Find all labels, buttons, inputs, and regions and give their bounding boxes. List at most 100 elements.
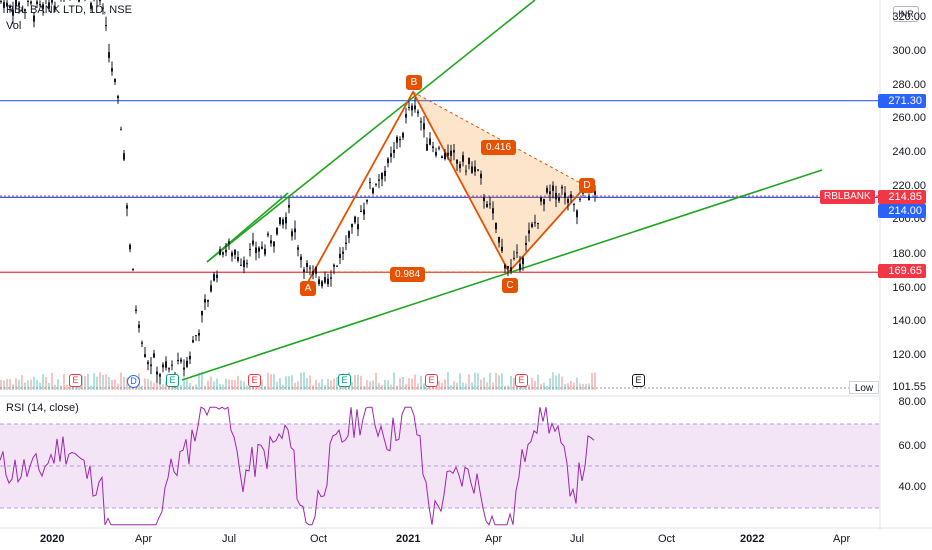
ratio-label-ac[interactable]: 0.984 <box>390 267 426 282</box>
volume-bar <box>372 380 374 390</box>
candle-body <box>303 269 305 272</box>
candle-body <box>111 68 113 72</box>
volume-bar <box>291 375 293 390</box>
candle-body <box>246 263 248 265</box>
price-axis-tick: 220.00 <box>892 180 926 192</box>
candle-body <box>318 279 320 285</box>
pattern-point-c[interactable]: C <box>502 278 518 293</box>
volume-bar <box>573 382 575 390</box>
volume-bar <box>63 373 65 390</box>
candle-body <box>405 114 407 118</box>
volume-bar <box>513 377 515 390</box>
earnings-event-icon[interactable]: E <box>338 374 351 387</box>
volume-bar <box>306 378 308 390</box>
volume-bar <box>231 379 233 390</box>
volume-bar <box>351 382 353 390</box>
volume-indicator-label[interactable]: Vol <box>6 20 22 32</box>
candle-body <box>234 249 236 255</box>
volume-bar <box>162 384 164 390</box>
volume-bar <box>393 372 395 390</box>
pattern-point-b[interactable]: B <box>406 75 422 90</box>
volume-bar <box>468 374 470 390</box>
volume-bar <box>534 380 536 390</box>
ratio-label-bc[interactable]: 0.416 <box>481 140 517 155</box>
volume-bar <box>96 376 98 390</box>
volume-bar <box>108 376 110 390</box>
volume-bar <box>591 372 593 390</box>
candle-body <box>564 192 566 198</box>
volume-bar <box>45 377 47 390</box>
candle-body <box>393 149 395 153</box>
volume-bar <box>273 373 275 390</box>
volume-bar <box>93 373 95 390</box>
rsi-band <box>0 424 880 508</box>
candle-body <box>342 251 344 254</box>
candle-body <box>9 5 11 8</box>
candle-body <box>351 223 353 228</box>
volume-bar <box>105 374 107 390</box>
time-axis-tick: 2021 <box>396 533 421 545</box>
candle-body <box>138 324 140 328</box>
volume-bar <box>363 385 365 390</box>
price-axis-tick: 120.00 <box>892 349 926 361</box>
candle-body <box>141 342 143 344</box>
currency-badge[interactable]: INR <box>893 6 919 22</box>
upper-trendline <box>206 0 536 263</box>
volume-bar <box>240 380 242 390</box>
volume-bar <box>531 377 533 390</box>
volume-bar <box>489 372 491 390</box>
candle-body <box>105 24 107 26</box>
earnings-event-icon[interactable]: E <box>515 374 528 387</box>
volume-bar <box>561 376 563 390</box>
candle-body <box>561 186 563 189</box>
dividend-event-icon[interactable]: D <box>127 375 140 388</box>
candle-body <box>231 252 233 257</box>
candle-body <box>333 264 335 267</box>
candle-body <box>531 223 533 228</box>
candle-body <box>477 169 479 171</box>
candle-body <box>510 267 512 272</box>
earnings-event-icon[interactable]: E <box>248 374 261 387</box>
candle-body <box>363 209 365 215</box>
candle-body <box>567 198 569 203</box>
volume-bar <box>396 385 398 390</box>
candle-body <box>126 205 128 209</box>
volume-bar <box>15 378 17 390</box>
volume-bar <box>114 379 116 390</box>
candle-body <box>15 0 17 6</box>
pattern-point-d[interactable]: D <box>579 178 595 193</box>
earnings-event-icon[interactable]: E <box>166 374 179 387</box>
candle-body <box>279 217 281 224</box>
volume-bar <box>417 383 419 390</box>
volume-bar <box>24 382 26 390</box>
volume-bar <box>33 376 35 390</box>
volume-bar <box>144 378 146 390</box>
candle-body <box>207 300 209 302</box>
volume-bar <box>3 380 5 390</box>
pattern-point-a[interactable]: A <box>300 281 316 296</box>
volume-bar <box>387 380 389 390</box>
time-axis-tick: Jul <box>570 533 585 545</box>
candle-body <box>396 136 398 143</box>
upcoming-earnings-event-icon[interactable]: E <box>632 374 645 387</box>
rsi-line <box>0 406 595 526</box>
candle-body <box>222 252 224 255</box>
earnings-event-icon[interactable]: E <box>69 374 82 387</box>
candle-body <box>552 185 554 191</box>
candle-body <box>177 359 179 361</box>
symbol-title[interactable]: RBL BANK LTD, 1D, NSE <box>6 4 132 16</box>
candle-body <box>348 231 350 238</box>
volume-bar <box>135 385 137 390</box>
volume-bar <box>276 381 278 390</box>
volume-bar <box>312 385 314 390</box>
volume-bar <box>81 375 83 390</box>
rsi-indicator-label[interactable]: RSI (14, close) <box>6 402 79 414</box>
candle-body <box>282 219 284 225</box>
earnings-event-icon[interactable]: E <box>425 374 438 387</box>
volume-bar <box>9 379 11 390</box>
volume-bar <box>279 378 281 390</box>
candle-body <box>198 332 200 336</box>
candle-body <box>456 159 458 164</box>
volume-bar <box>474 372 476 390</box>
